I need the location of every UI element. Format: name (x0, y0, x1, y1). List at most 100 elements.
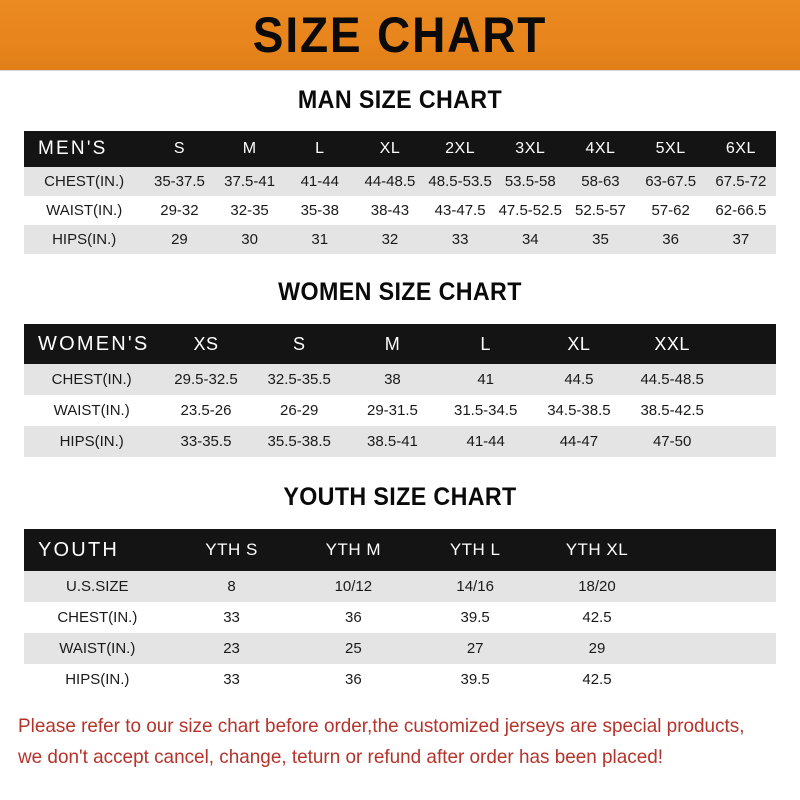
man-size-column-header: 5XL (655, 140, 686, 157)
youth-row-label: HIPS(IN.) (65, 671, 130, 688)
man-measurement-cell: 47.5-52.5 (498, 202, 562, 219)
youth-measurement-cell: 8 (227, 578, 236, 595)
women-measurement-cell: 38.5-42.5 (640, 402, 704, 419)
women-measurement-cell: 23.5-26 (180, 402, 232, 419)
man-size-table: MEN'S S M L XL 2XL 3XL 4XL 5XL 6XL CHEST(IN.) 35-3… (24, 131, 776, 254)
women-row-spacer (719, 426, 776, 457)
women-header-label: WOMEN'S (38, 332, 150, 355)
page-banner: SIZE CHART (0, 0, 800, 71)
women-row-label: HIPS(IN.) (59, 433, 124, 450)
women-table-body: WOMEN'S XS S M L XL XXL CHEST(IN.) 29.5-32.5 32.… (24, 324, 776, 457)
man-measurement-cell: 37.5-41 (224, 173, 276, 190)
man-size-column-header: 4XL (585, 140, 616, 157)
page-title: SIZE CHART (252, 7, 548, 63)
women-measurement-cell: 41-44 (466, 433, 505, 450)
youth-header-row: YOUTH YTH S YTH M YTH L YTH XL (24, 529, 776, 571)
man-row-label: WAIST(IN.) (46, 202, 123, 219)
youth-table-row: HIPS(IN.) 33 36 39.5 42.5 (24, 664, 776, 695)
man-measurement-cell: 67.5-72 (715, 173, 767, 190)
man-measurement-cell: 37 (732, 231, 750, 248)
women-row-spacer (719, 395, 776, 426)
women-measurement-cell: 31.5-34.5 (453, 402, 518, 419)
women-measurement-cell: 38 (384, 371, 401, 388)
women-row-spacer (719, 364, 776, 395)
youth-row-label: WAIST(IN.) (59, 640, 136, 657)
women-measurement-cell: 32.5-35.5 (267, 371, 331, 388)
man-measurement-cell: 34 (521, 231, 539, 248)
women-size-column-header: S (292, 333, 306, 354)
women-size-section: WOMEN SIZE CHART WOMEN'S XS S M L XL XXL CHEST… (0, 278, 800, 457)
man-measurement-cell: 35-38 (300, 202, 339, 219)
man-table-body: MEN'S S M L XL 2XL 3XL 4XL 5XL 6XL CHEST(IN.) 35-3… (24, 131, 776, 254)
youth-measurement-cell: 39.5 (460, 671, 490, 688)
man-size-column-header: S (173, 140, 186, 157)
youth-row-label: U.S.SIZE (66, 578, 129, 595)
order-policy-note: Please refer to our size chart before or… (18, 711, 759, 773)
women-measurement-cell: 44-47 (559, 433, 599, 450)
youth-measurement-cell: 10/12 (334, 578, 373, 595)
youth-row-spacer (658, 633, 776, 664)
man-measurement-cell: 63-67.5 (645, 173, 697, 190)
youth-measurement-cell: 29 (588, 640, 606, 657)
man-size-column-header: XL (379, 140, 401, 157)
man-size-column-header: M (242, 140, 257, 157)
youth-header-spacer (658, 529, 776, 571)
women-measurement-cell: 29.5-32.5 (174, 371, 238, 388)
women-size-column-header: XS (193, 333, 219, 354)
man-table-row: HIPS(IN.) 29 30 31 32 33 34 35 36 37 (24, 225, 776, 254)
women-measurement-cell: 33-35.5 (180, 433, 232, 450)
youth-row-spacer (658, 571, 776, 602)
youth-measurement-cell: 23 (223, 640, 240, 657)
youth-measurement-cell: 39.5 (460, 609, 490, 626)
man-header-row: MEN'S S M L XL 2XL 3XL 4XL 5XL 6XL (24, 131, 776, 167)
youth-table-row: U.S.SIZE 8 10/12 14/16 18/20 (24, 571, 776, 602)
women-section-title: WOMEN SIZE CHART (278, 278, 522, 306)
women-size-column-header: XXL (654, 333, 690, 354)
man-measurement-cell: 41-44 (300, 173, 339, 190)
women-measurement-cell: 44.5 (564, 371, 594, 388)
man-row-label: HIPS(IN.) (52, 231, 117, 248)
man-measurement-cell: 58-63 (581, 173, 620, 190)
women-measurement-cell: 34.5-38.5 (547, 402, 611, 419)
women-measurement-cell: 35.5-38.5 (267, 433, 331, 450)
man-header-label: MEN'S (38, 138, 108, 159)
women-measurement-cell: 41 (477, 371, 495, 388)
man-measurement-cell: 35-37.5 (153, 173, 205, 190)
man-size-column-header: 3XL (515, 140, 546, 157)
man-measurement-cell: 33 (451, 231, 469, 248)
women-row-label: CHEST(IN.) (51, 371, 132, 388)
man-measurement-cell: 35 (592, 231, 609, 248)
women-table-row: WAIST(IN.) 23.5-26 26-29 29-31.5 31.5-34.5 34… (24, 395, 776, 426)
youth-measurement-cell: 27 (466, 640, 484, 657)
man-measurement-cell: 36 (662, 231, 679, 248)
youth-size-column-header: YTH S (205, 540, 258, 559)
man-measurement-cell: 52.5-57 (575, 202, 626, 219)
youth-size-table: YOUTH YTH S YTH M YTH L YTH XL U.S.SIZE 8 10/1… (24, 529, 776, 695)
women-header-row: WOMEN'S XS S M L XL XXL (24, 324, 776, 364)
youth-measurement-cell: 36 (345, 609, 362, 626)
man-measurement-cell: 29-32 (160, 202, 199, 219)
man-measurement-cell: 48.5-53.5 (428, 173, 492, 190)
youth-size-section: YOUTH SIZE CHART YOUTH YTH S YTH M YTH L YTH… (0, 483, 800, 695)
women-measurement-cell: 38.5-41 (367, 433, 418, 450)
order-policy-line-1: Please refer to our size chart before or… (18, 715, 745, 737)
women-size-column-header: XL (567, 333, 591, 354)
man-measurement-cell: 62-66.5 (715, 202, 767, 219)
women-table-row: CHEST(IN.) 29.5-32.5 32.5-35.5 38 41 44.5 44.5… (24, 364, 776, 395)
women-measurement-cell: 47-50 (652, 433, 692, 450)
youth-measurement-cell: 42.5 (582, 671, 612, 688)
youth-table-body: YOUTH YTH S YTH M YTH L YTH XL U.S.SIZE 8 10/1… (24, 529, 776, 695)
youth-measurement-cell: 36 (345, 671, 362, 688)
man-measurement-cell: 53.5-58 (504, 173, 556, 190)
man-measurement-cell: 30 (241, 231, 258, 248)
man-measurement-cell: 43-47.5 (434, 202, 486, 219)
man-measurement-cell: 31 (311, 231, 329, 248)
man-measurement-cell: 29 (171, 231, 188, 248)
women-table-row: HIPS(IN.) 33-35.5 35.5-38.5 38.5-41 41-44 44-… (24, 426, 776, 457)
youth-measurement-cell: 18/20 (578, 578, 616, 595)
youth-measurement-cell: 42.5 (582, 609, 612, 626)
man-table-row: CHEST(IN.) 35-37.5 37.5-41 41-44 44-48.5 48.5… (24, 167, 776, 196)
youth-size-column-header: YTH M (325, 540, 382, 559)
man-table-row: WAIST(IN.) 29-32 32-35 35-38 38-43 43-47.5 47.… (24, 196, 776, 225)
man-measurement-cell: 32-35 (230, 202, 269, 219)
